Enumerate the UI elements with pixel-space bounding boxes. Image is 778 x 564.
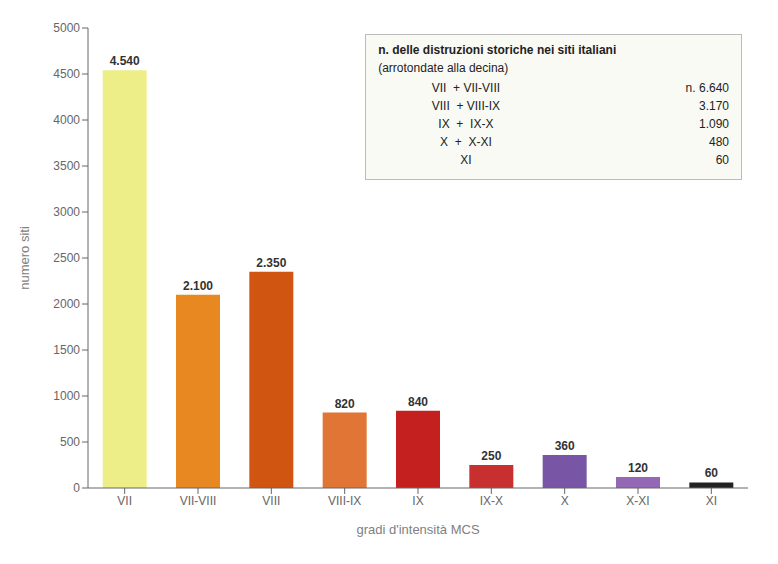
- svg-text:60: 60: [705, 466, 719, 480]
- svg-text:360: 360: [555, 439, 575, 453]
- svg-text:VII: VII: [117, 494, 132, 508]
- svg-text:X-XI: X-XI: [626, 494, 649, 508]
- svg-text:500: 500: [60, 435, 80, 449]
- svg-text:4.540: 4.540: [110, 54, 140, 68]
- svg-text:gradi d'intensità MCS: gradi d'intensità MCS: [356, 522, 479, 537]
- html-text:VIII + VIII-IX: VIII + VIII-IX: [431, 99, 501, 113]
- svg-text:XI: XI: [706, 494, 717, 508]
- html-text:480: 480: [709, 135, 729, 149]
- svg-text:VIII-IX: VIII-IX: [328, 494, 361, 508]
- svg-text:2.350: 2.350: [256, 256, 286, 270]
- html-text:XI: XI: [460, 153, 472, 167]
- svg-text:250: 250: [481, 449, 501, 463]
- svg-text:2500: 2500: [53, 251, 80, 265]
- html-text:n. 6.640: n. 6.640: [685, 81, 729, 95]
- svg-text:2000: 2000: [53, 297, 80, 311]
- svg-text:4000: 4000: [53, 113, 80, 127]
- html-text:1.090: 1.090: [699, 117, 729, 131]
- svg-text:2.100: 2.100: [183, 279, 213, 293]
- svg-text:3500: 3500: [53, 159, 80, 173]
- html-text:IX + IX-X: IX + IX-X: [438, 117, 494, 131]
- svg-text:0: 0: [73, 481, 80, 495]
- html-text:X + X-XI: X + X-XI: [440, 135, 492, 149]
- svg-text:VII-VIII: VII-VIII: [180, 494, 217, 508]
- svg-text:IX-X: IX-X: [480, 494, 503, 508]
- svg-text:820: 820: [335, 397, 355, 411]
- html-text:VII + VII-VIII: VII + VII-VIII: [431, 81, 501, 95]
- svg-text:1000: 1000: [53, 389, 80, 403]
- svg-text:3000: 3000: [53, 205, 80, 219]
- svg-text:X: X: [561, 494, 569, 508]
- svg-text:1500: 1500: [53, 343, 80, 357]
- svg-text:120: 120: [628, 461, 648, 475]
- svg-text:5000: 5000: [53, 21, 80, 35]
- html-text:n. delle distruzioni storiche: n. delle distruzioni storiche nei siti i…: [378, 43, 617, 57]
- html-text:60: 60: [715, 153, 729, 167]
- html-text:3.170: 3.170: [699, 99, 729, 113]
- svg-text:numero siti: numero siti: [17, 226, 32, 290]
- svg-text:VIII: VIII: [262, 494, 280, 508]
- svg-text:IX: IX: [412, 494, 423, 508]
- svg-text:840: 840: [408, 395, 428, 409]
- html-text:(arrotondate alla decina): (arrotondate alla decina): [378, 61, 509, 75]
- svg-text:4500: 4500: [53, 67, 80, 81]
